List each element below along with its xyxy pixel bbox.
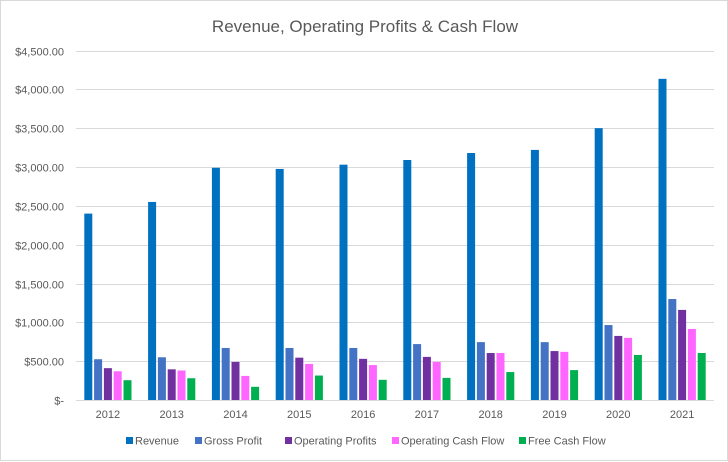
- gridlines: [76, 51, 714, 401]
- bar-gross-profit-2021: [668, 299, 677, 400]
- bar-revenue-2014: [211, 167, 220, 400]
- bar-operating-profits-2018: [486, 353, 495, 400]
- bar-free-cash-flow-2018: [506, 372, 515, 400]
- bar-operating-profits-2020: [614, 335, 623, 400]
- bar-operating-profits-2019: [550, 351, 559, 400]
- bar-gross-profit-2014: [221, 347, 230, 400]
- legend: Revenue Gross Profit Operating Profits Oper…: [126, 436, 606, 448]
- x-tick-label: 2021: [670, 409, 694, 421]
- x-tick-label: 2020: [606, 409, 630, 421]
- y-tick-label: $1,000.00: [15, 318, 64, 330]
- legend-item-gross-profit: Gross Profit: [195, 436, 262, 448]
- bar-gross-profit-2020: [604, 325, 613, 400]
- bar-revenue-2018: [467, 153, 476, 400]
- legend-item-free-cash-flow: Free Cash Flow: [519, 436, 606, 448]
- bar-revenue-2021: [658, 78, 667, 401]
- bar-free-cash-flow-2016: [378, 379, 387, 400]
- x-tick-label: 2019: [542, 409, 566, 421]
- bar-revenue-2020: [594, 128, 603, 400]
- legend-marker: [285, 437, 292, 444]
- bar-operating-profits-2012: [103, 368, 112, 400]
- x-axis-ticks: 2012 2013 2014 2015 2016 2017 2018 2019 2020 2021: [96, 409, 695, 421]
- x-tick-label: 2013: [159, 409, 183, 421]
- bar-operating-cash-flow-2016: [368, 365, 377, 400]
- legend-label: Gross Profit: [204, 436, 262, 448]
- x-tick-label: 2017: [415, 409, 439, 421]
- y-tick-label: $500.00: [24, 357, 64, 369]
- legend-label: Free Cash Flow: [528, 436, 606, 448]
- bar-operating-cash-flow-2021: [687, 328, 696, 400]
- bar-gross-profit-2019: [540, 342, 549, 400]
- bar-free-cash-flow-2012: [123, 380, 132, 400]
- legend-marker: [126, 437, 133, 444]
- bar-free-cash-flow-2021: [697, 353, 706, 400]
- bar-operating-cash-flow-2018: [496, 353, 505, 400]
- legend-item-operating-cash-flow: Operating Cash Flow: [392, 436, 504, 448]
- bar-operating-cash-flow-2012: [113, 371, 122, 400]
- bar-free-cash-flow-2014: [251, 386, 260, 400]
- bar-revenue-2012: [84, 213, 93, 400]
- bar-revenue-2015: [275, 168, 284, 400]
- bar-revenue-2013: [148, 201, 157, 400]
- y-tick-label: $1,500.00: [15, 280, 64, 292]
- y-tick-label: $2,500.00: [15, 202, 64, 214]
- y-tick-label: $4,000.00: [15, 85, 64, 97]
- bar-free-cash-flow-2017: [442, 377, 451, 400]
- bar-free-cash-flow-2020: [633, 354, 642, 400]
- bars: [84, 78, 706, 401]
- legend-label: Revenue: [135, 436, 179, 448]
- y-tick-label: $3,500.00: [15, 124, 64, 136]
- y-tick-label: $3,000.00: [15, 163, 64, 175]
- bar-gross-profit-2017: [413, 344, 422, 400]
- legend-item-revenue: Revenue: [126, 436, 179, 448]
- x-tick-label: 2015: [287, 409, 311, 421]
- legend-marker: [392, 437, 399, 444]
- bar-free-cash-flow-2013: [187, 378, 196, 400]
- legend-label: Operating Cash Flow: [401, 436, 504, 448]
- bar-gross-profit-2013: [157, 357, 166, 400]
- chart-title: Revenue, Operating Profits & Cash Flow: [212, 17, 519, 36]
- bar-operating-cash-flow-2019: [560, 351, 569, 400]
- y-tick-label: $2,000.00: [15, 241, 64, 253]
- bar-gross-profit-2012: [94, 359, 103, 400]
- y-tick-label: $-: [54, 396, 64, 408]
- bar-gross-profit-2018: [476, 342, 485, 400]
- legend-item-operating-profits: Operating Profits: [285, 436, 377, 448]
- y-axis-ticks: $- $500.00 $1,000.00 $1,500.00 $2,000.00 $2,5…: [15, 47, 64, 408]
- bar-operating-profits-2014: [231, 361, 240, 400]
- bar-operating-profits-2015: [295, 357, 304, 400]
- bar-revenue-2017: [403, 160, 412, 400]
- bar-operating-cash-flow-2014: [241, 375, 250, 400]
- legend-marker: [519, 437, 526, 444]
- x-tick-label: 2014: [223, 409, 247, 421]
- bar-operating-profits-2013: [167, 369, 176, 400]
- legend-label: Operating Profits: [294, 436, 377, 448]
- bar-gross-profit-2016: [349, 347, 358, 400]
- y-tick-label: $4,500.00: [15, 47, 64, 59]
- bar-operating-profits-2021: [678, 309, 687, 400]
- bar-gross-profit-2015: [285, 347, 294, 400]
- x-tick-label: 2016: [351, 409, 375, 421]
- bar-operating-cash-flow-2017: [432, 361, 441, 400]
- bar-revenue-2016: [339, 164, 348, 400]
- x-tick-label: 2018: [478, 409, 502, 421]
- bar-operating-profits-2017: [422, 356, 431, 400]
- legend-marker: [195, 437, 202, 444]
- bar-operating-profits-2016: [359, 358, 368, 400]
- bar-revenue-2019: [530, 149, 539, 400]
- bar-operating-cash-flow-2015: [305, 363, 314, 400]
- bar-free-cash-flow-2019: [570, 370, 579, 400]
- bar-free-cash-flow-2015: [314, 375, 323, 400]
- bar-operating-cash-flow-2013: [177, 370, 186, 400]
- x-tick-label: 2012: [96, 409, 120, 421]
- bar-operating-cash-flow-2020: [624, 337, 633, 400]
